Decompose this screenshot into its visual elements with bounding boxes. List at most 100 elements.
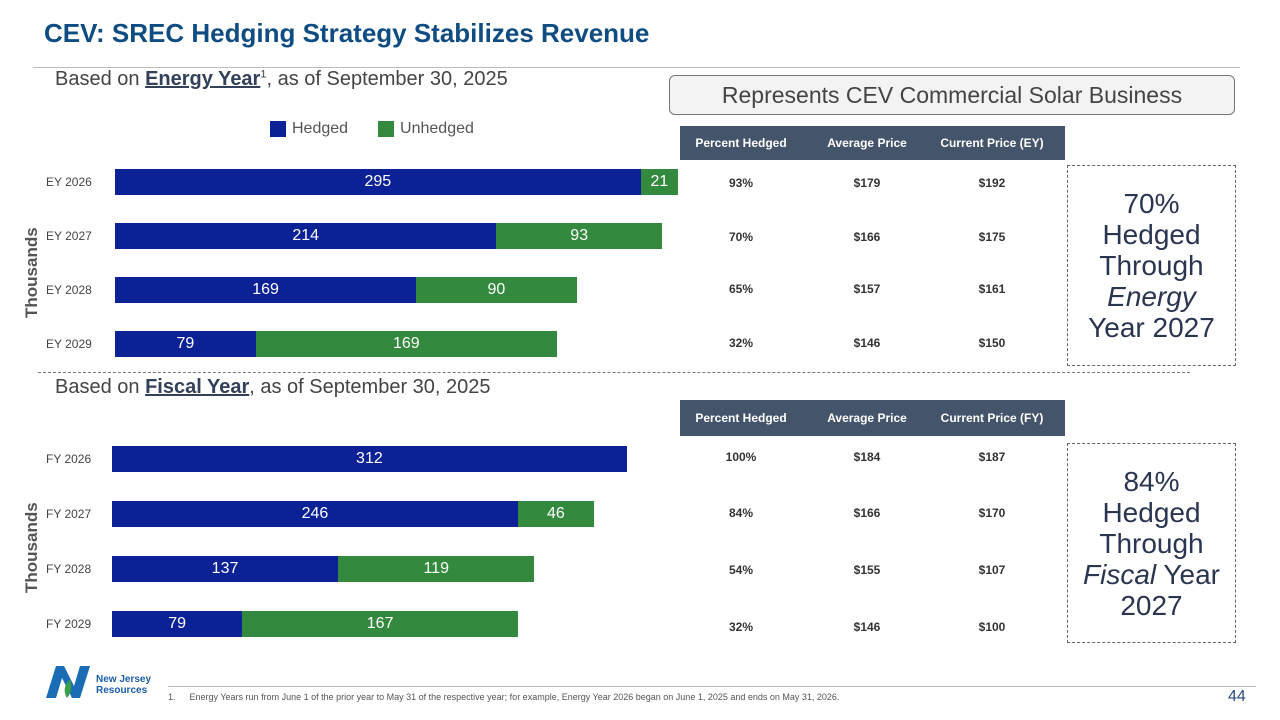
unhedged-bar: 90 [416,277,577,303]
summary-text: 2027 [1120,589,1183,621]
table-cell: $146 [853,620,881,634]
legend-label-unhedged: Unhedged [400,120,474,137]
data-label: 295 [364,173,392,190]
table-cell: $184 [853,450,881,464]
data-label: 79 [168,615,187,632]
table-cell: $166 [853,506,881,520]
category-label: FY 2028 [46,562,92,576]
data-label: 169 [252,281,279,298]
subtitle-text: , as of September 30, 2025 [249,376,491,398]
table-cell: 70% [728,230,754,244]
column-header: Percent Hedged [695,411,787,425]
table-cell: 32% [728,620,754,634]
table-row: 70% $166 $175 [680,230,1065,244]
data-label: 167 [366,615,394,632]
fiscal-hedged-summary: 84% Hedged Through Fiscal Year 2027 [1067,443,1236,643]
fiscal-subtitle: Based on Fiscal Year, as of September 30… [55,376,491,399]
table-cell: $175 [978,230,1006,244]
category-label: EY 2027 [46,229,92,243]
summary-text: Through [1099,250,1204,281]
category-label: EY 2029 [46,337,92,351]
unhedged-bar: 46 [517,501,594,527]
section-divider [38,372,1190,373]
table-cell: 93% [728,176,754,190]
subtitle-text: Based on [55,68,146,90]
table-cell: $170 [978,506,1006,520]
subtitle-bold: Energy Year [145,68,261,90]
table-row: 65% $157 $161 [680,282,1065,296]
data-label: 137 [211,560,239,577]
table-cell: $107 [978,563,1006,577]
title-divider [33,67,1240,68]
table-cell: $100 [978,620,1006,634]
summary-text: Fiscal [1083,558,1157,590]
data-label: 46 [546,505,565,522]
column-header: Percent Hedged [695,136,787,150]
logo-n-icon [46,666,90,698]
unhedged-bar: 119 [338,556,535,582]
callout-box: Represents CEV Commercial Solar Business [669,75,1235,115]
summary-text: Hedged [1102,496,1201,528]
table-header: Percent Hedged Average Price Current Price… [680,400,1065,436]
column-header: Current Price (FY) [940,411,1044,425]
table-row: 93% $179 $192 [680,176,1065,190]
column-header: Average Price [827,136,907,150]
y-axis-label: Thousands [22,227,41,318]
page-title: CEV: SREC Hedging Strategy Stabilizes Re… [44,18,650,48]
table-cell: $146 [853,336,881,350]
subtitle-text: Based on [55,376,146,398]
table-cell: 84% [728,506,754,520]
data-label: 169 [392,335,420,352]
legend-swatch-unhedged [378,121,395,137]
hedged-bar: 246 [112,501,518,527]
table-header: Percent Hedged Average Price Current Price… [680,126,1065,160]
table-row: 32% $146 $150 [680,336,1065,350]
data-label: 21 [650,173,669,190]
data-label: 312 [356,450,383,467]
table-cell: $192 [978,176,1006,190]
data-label: 79 [176,335,195,352]
hedged-bar: 79 [115,331,256,357]
y-axis-label: Thousands [22,502,41,593]
legend-swatch-hedged [270,121,286,137]
data-label: 93 [570,227,589,244]
footnote-marker: 1 [260,68,267,81]
category-label: FY 2026 [46,452,92,466]
unhedged-bar: 169 [255,331,557,357]
table-row: 32% $146 $100 [680,620,1065,634]
company-name-line: Resources [96,685,148,696]
subtitle-bold: Fiscal Year [145,376,250,398]
table-cell: 32% [728,336,754,350]
energy-subtitle: Based on Energy Year1, as of September 3… [55,68,508,91]
footnote: 1. Energy Years run from June 1 of the pr… [168,692,839,702]
hedged-bar: 295 [115,169,641,195]
category-label: FY 2029 [46,617,92,631]
table-cell: $150 [978,336,1006,350]
unhedged-bar: 93 [496,223,663,249]
unhedged-bar: 167 [242,611,518,637]
data-label: 90 [487,281,506,298]
hedged-bar: 312 [112,446,627,472]
table-cell: $166 [853,230,881,244]
table-row: 100% $184 $187 [680,450,1065,464]
table-cell: 100% [725,450,757,464]
table-cell: $187 [978,450,1006,464]
table-cell: 54% [728,563,754,577]
hedged-bar: 169 [115,277,417,303]
unhedged-bar: 21 [640,169,679,195]
legend: Hedged Unhedged [270,120,474,138]
hedged-bar: 137 [112,556,339,582]
summary-text: Through [1099,527,1204,559]
summary-text: Year [1163,558,1220,590]
table-cell: $179 [853,176,881,190]
company-logo [44,664,94,700]
page-number: 44 [1228,688,1246,705]
hedged-bar: 214 [115,223,497,249]
legend-label-hedged: Hedged [292,120,349,137]
summary-text: Year 2027 [1088,312,1215,343]
table-cell: $161 [978,282,1006,296]
hedged-bar: 79 [112,611,243,637]
footnote-number: 1. [168,692,176,702]
energy-hedged-summary: 70% Hedged Through Energy Year 2027 [1067,165,1236,366]
table-cell: $155 [853,563,881,577]
